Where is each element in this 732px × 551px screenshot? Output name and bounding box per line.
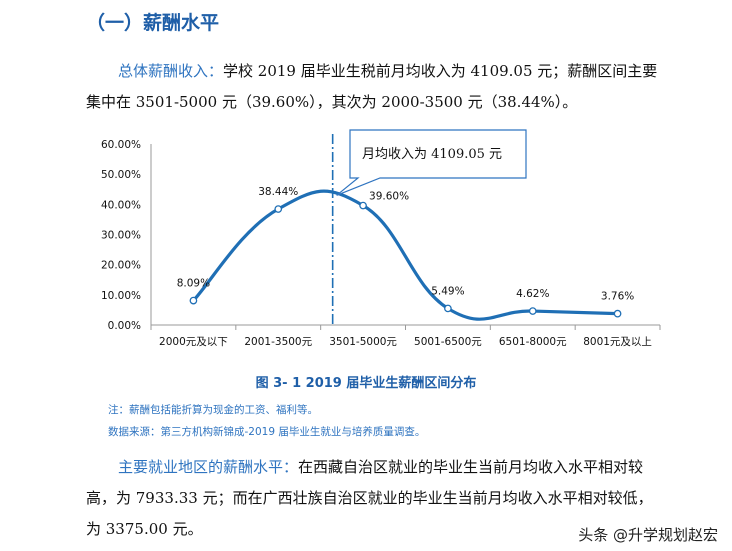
paragraph-salary-region-line2: 高，为 7933.33 元；而在广西壮族自治区就业的毕业生当前月均收入水平相对较… <box>86 489 653 507</box>
x-category-label: 2001-3500元 <box>244 336 312 348</box>
paragraph-lead: 主要就业地区的薪酬水平： <box>118 458 299 476</box>
y-tick-label: 20.00% <box>101 260 141 272</box>
data-label: 39.60% <box>369 191 409 203</box>
x-category-label: 6501-8000元 <box>499 336 567 348</box>
average-income-callout: 月均收入为 4109.05 元 <box>336 129 527 196</box>
data-labels: 8.09% 38.44% 39.60% 5.49% 4.62% 3.76% <box>177 186 635 303</box>
watermark: 头条 @升学规划赵宏 <box>578 526 718 544</box>
paragraph-salary-region-line3: 为 3375.00 元。 <box>86 520 203 538</box>
x-category-label: 2000元及以下 <box>159 336 228 348</box>
series-line <box>191 189 620 321</box>
paragraph-salary-overall-line2: 集中在 3501-5000 元（39.60%），其次为 2000-3500 元（… <box>86 93 578 111</box>
data-label: 5.49% <box>431 285 464 297</box>
data-point <box>189 296 198 305</box>
callout-box <box>336 129 527 196</box>
figure-note: 注：薪酬包括能折算为现金的工资、福利等。 <box>108 404 318 416</box>
data-points <box>189 201 622 318</box>
paragraph-salary-overall-line1: 总体薪酬收入：学校 2019 届毕业生税前月均收入为 4109.05 元；薪酬区… <box>118 56 657 87</box>
data-point <box>359 201 367 210</box>
y-tick-label: 0.00% <box>108 320 141 332</box>
figure-caption: 图 3- 1 2019 届毕业生薪酬区间分布 <box>255 376 477 391</box>
data-label: 3.76% <box>601 291 634 303</box>
data-label: 38.44% <box>258 186 298 198</box>
chart-axes <box>150 144 661 330</box>
x-category-labels: 2000元及以下 2001-3500元 3501-5000元 5001-6500元 65… <box>159 336 652 348</box>
data-point <box>613 309 622 318</box>
section-title: （一）薪酬水平 <box>86 12 220 34</box>
x-category-label: 5001-6500元 <box>414 336 482 348</box>
data-point <box>528 307 537 315</box>
data-label: 8.09% <box>177 278 210 290</box>
salary-distribution-chart: 0.00% 10.00% 20.00% 30.00% 40.00% 50.00% 60.00… <box>101 129 661 348</box>
y-tick-label: 60.00% <box>101 139 141 151</box>
data-point <box>444 304 452 313</box>
x-category-label: 8001元及以上 <box>583 336 652 348</box>
callout-text: 月均收入为 4109.05 元 <box>362 147 502 162</box>
y-tick-label: 50.00% <box>101 169 141 181</box>
data-label: 4.62% <box>516 288 549 300</box>
y-tick-label: 10.00% <box>101 290 141 302</box>
y-tick-labels: 0.00% 10.00% 20.00% 30.00% 40.00% 50.00% 60.00… <box>101 139 141 332</box>
paragraph-salary-region-line1: 主要就业地区的薪酬水平：在西藏自治区就业的毕业生当前月均收入水平相对较 <box>118 452 643 483</box>
y-tick-label: 30.00% <box>101 230 141 242</box>
figure-source: 数据来源：第三方机构新锦成-2019 届毕业生就业与培养质量调查。 <box>108 426 426 438</box>
paragraph-lead: 总体薪酬收入： <box>118 62 224 80</box>
y-tick-label: 40.00% <box>101 199 141 211</box>
paragraph-text: 学校 2019 届毕业生税前月均收入为 4109.05 元；薪酬区间主要 <box>223 62 658 80</box>
data-point <box>274 205 283 213</box>
x-category-label: 3501-5000元 <box>329 336 397 348</box>
paragraph-text: 在西藏自治区就业的毕业生当前月均收入水平相对较 <box>298 458 644 476</box>
